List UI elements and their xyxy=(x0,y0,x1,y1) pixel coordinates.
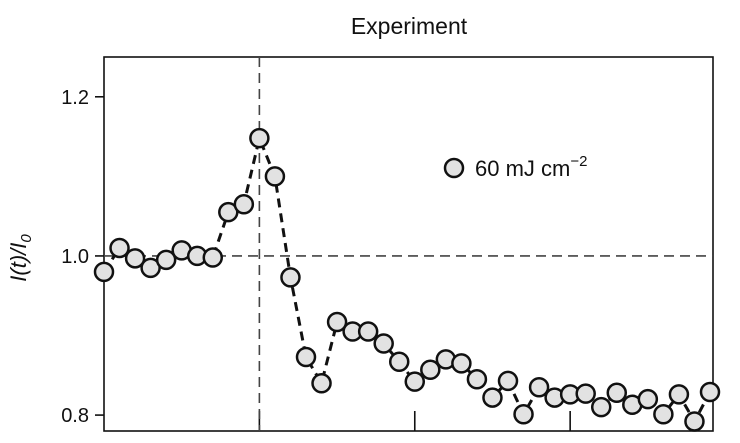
data-point xyxy=(140,257,161,279)
svg-text:60 mJ cm−2: 60 mJ cm−2 xyxy=(475,153,587,181)
data-point xyxy=(451,353,472,374)
data-point xyxy=(420,359,441,380)
data-point xyxy=(653,404,674,425)
data-point xyxy=(388,351,410,373)
data-point xyxy=(109,237,130,259)
data-point xyxy=(202,247,224,268)
data-point xyxy=(218,201,239,223)
legend-marker xyxy=(443,157,465,179)
data-point xyxy=(699,381,721,403)
data-point xyxy=(93,261,115,283)
data-point xyxy=(155,249,177,271)
data-point xyxy=(590,396,612,418)
data-point xyxy=(637,388,659,410)
y-axis-label-main: I(t)/I xyxy=(6,243,31,282)
svg-text:I(t)/I0: I(t)/I0 xyxy=(6,234,35,282)
data-point xyxy=(264,166,286,187)
plot-frame xyxy=(103,56,714,432)
data-point xyxy=(249,127,270,149)
data-point xyxy=(497,370,519,392)
chart-title: Experiment xyxy=(351,13,468,39)
data-point xyxy=(295,346,317,368)
data-point xyxy=(280,267,301,288)
data-point xyxy=(124,248,146,269)
legend-label: 60 mJ cm xyxy=(475,156,570,181)
data-point xyxy=(373,333,394,354)
data-point xyxy=(668,384,690,405)
legend-label-superscript: −2 xyxy=(570,153,587,170)
y-tick-label: 1.0 xyxy=(61,246,89,268)
data-point xyxy=(311,373,332,394)
data-point xyxy=(575,383,596,404)
y-tick-label: 0.8 xyxy=(61,405,89,427)
axes: 0.8 1.0 1.2 xyxy=(61,56,714,432)
data-point xyxy=(684,411,705,432)
y-axis-label: I(t)/I0 xyxy=(6,234,35,282)
data-point xyxy=(357,321,379,342)
data-point xyxy=(466,369,488,390)
legend: 60 mJ cm−2 xyxy=(443,153,587,181)
data-points xyxy=(93,127,721,432)
data-point xyxy=(528,376,550,398)
data-point xyxy=(482,387,503,408)
y-axis-label-subscript: 0 xyxy=(18,234,35,243)
data-point xyxy=(404,371,426,392)
data-point xyxy=(606,382,628,404)
data-point xyxy=(326,311,348,333)
data-point xyxy=(233,193,255,215)
y-tick-label: 1.2 xyxy=(61,87,89,109)
data-point xyxy=(513,404,534,425)
